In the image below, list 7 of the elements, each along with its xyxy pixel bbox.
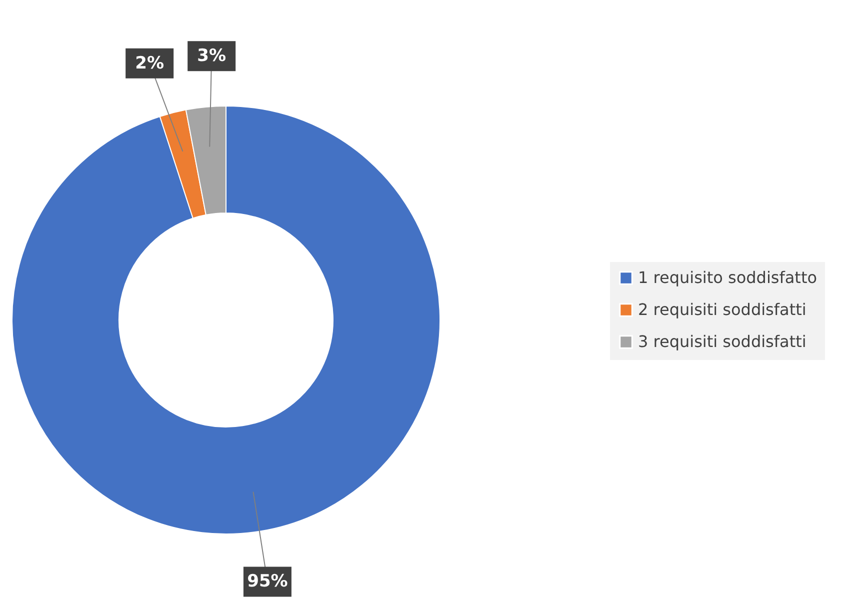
data-label: 95% (247, 572, 288, 592)
legend-label: 3 requisiti soddisfatti (638, 332, 806, 351)
data-label: 3% (197, 46, 226, 66)
data-label: 2% (135, 53, 164, 74)
legend-label: 2 requisiti soddisfatti (638, 300, 806, 319)
donut-slice (12, 106, 440, 534)
legend-label: 1 requisito soddisfatto (638, 268, 817, 287)
